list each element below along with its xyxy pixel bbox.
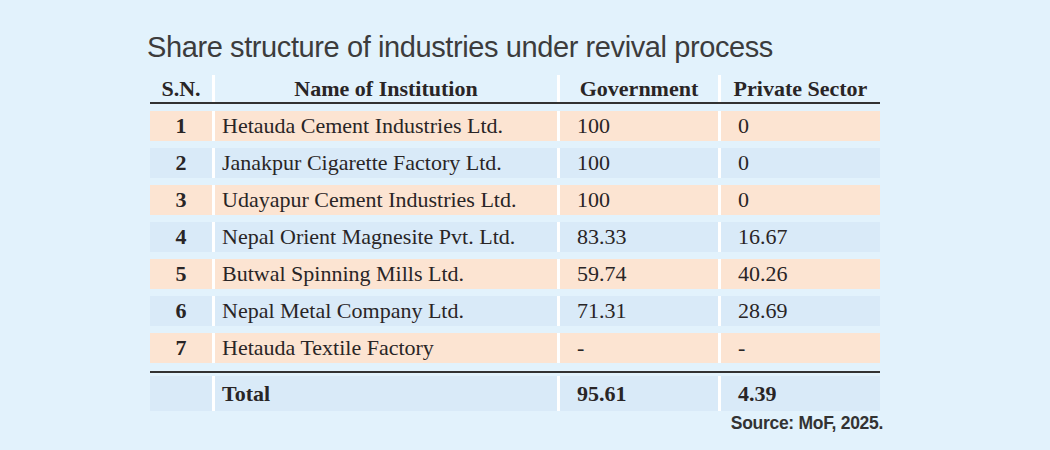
- private-share-cell: 40.26: [718, 259, 880, 289]
- private-share-cell: 28.69: [718, 296, 880, 326]
- sn-cell: 3: [150, 185, 212, 215]
- sn-cell: 6: [150, 296, 212, 326]
- table-row: 4 Nepal Orient Magnesite Pvt. Ltd. 83.33…: [150, 222, 880, 252]
- private-share-cell: 0: [718, 148, 880, 178]
- total-row-divider: [150, 371, 880, 373]
- share-structure-table: S.N. Name of Institution Government Priv…: [150, 75, 880, 411]
- sn-cell: 2: [150, 148, 212, 178]
- institution-name-cell: Hetauda Cement Industries Ltd.: [212, 111, 557, 141]
- source-note: Source: MoF, 2025.: [150, 413, 883, 434]
- private-share-cell: 16.67: [718, 222, 880, 252]
- institution-name-cell: Nepal Metal Company Ltd.: [212, 296, 557, 326]
- table-header-row: S.N. Name of Institution Government Priv…: [150, 75, 880, 104]
- table-row: 5 Butwal Spinning Mills Ltd. 59.74 40.26: [150, 259, 880, 289]
- table-total-row: Total 95.61 4.39: [150, 376, 880, 411]
- private-share-cell: -: [718, 333, 880, 363]
- institution-name-cell: Nepal Orient Magnesite Pvt. Ltd.: [212, 222, 557, 252]
- column-header-sn: S.N.: [150, 75, 212, 102]
- government-share-cell: 71.31: [557, 296, 718, 326]
- sn-cell: 1: [150, 111, 212, 141]
- column-header-private-sector: Private Sector: [718, 75, 880, 102]
- column-header-government: Government: [557, 75, 718, 102]
- government-share-cell: 100: [557, 111, 718, 141]
- government-share-cell: 100: [557, 185, 718, 215]
- sn-cell: [150, 376, 212, 411]
- sn-cell: 5: [150, 259, 212, 289]
- institution-name-cell: Udayapur Cement Industries Ltd.: [212, 185, 557, 215]
- column-header-name: Name of Institution: [212, 75, 557, 102]
- table-row: 1 Hetauda Cement Industries Ltd. 100 0: [150, 111, 880, 141]
- sn-cell: 4: [150, 222, 212, 252]
- institution-name-cell: Butwal Spinning Mills Ltd.: [212, 259, 557, 289]
- table-row: 2 Janakpur Cigarette Factory Ltd. 100 0: [150, 148, 880, 178]
- government-share-cell: 59.74: [557, 259, 718, 289]
- private-share-cell: 0: [718, 185, 880, 215]
- institution-name-cell: Hetauda Textile Factory: [212, 333, 557, 363]
- government-share-cell: 100: [557, 148, 718, 178]
- total-government-cell: 95.61: [557, 376, 718, 411]
- figure-title: Share structure of industries under revi…: [147, 31, 773, 64]
- total-label-cell: Total: [212, 376, 557, 411]
- table-row: 7 Hetauda Textile Factory - -: [150, 333, 880, 363]
- private-share-cell: 0: [718, 111, 880, 141]
- total-private-cell: 4.39: [718, 376, 880, 411]
- government-share-cell: 83.33: [557, 222, 718, 252]
- table-row: 6 Nepal Metal Company Ltd. 71.31 28.69: [150, 296, 880, 326]
- government-share-cell: -: [557, 333, 718, 363]
- sn-cell: 7: [150, 333, 212, 363]
- institution-name-cell: Janakpur Cigarette Factory Ltd.: [212, 148, 557, 178]
- table-row: 3 Udayapur Cement Industries Ltd. 100 0: [150, 185, 880, 215]
